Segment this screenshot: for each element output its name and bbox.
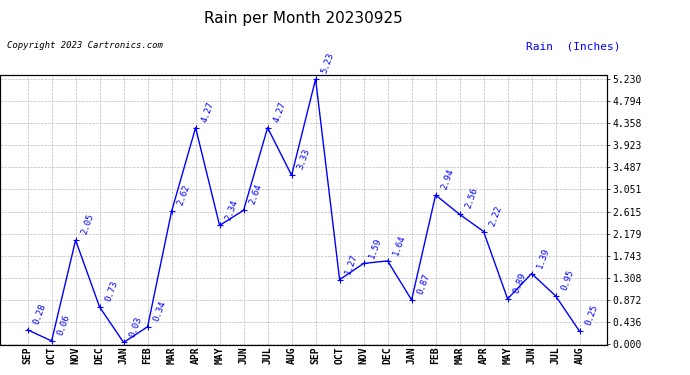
Text: 0.06: 0.06 <box>56 314 72 337</box>
Text: 1.27: 1.27 <box>344 252 359 276</box>
Text: 1.39: 1.39 <box>535 246 551 269</box>
Text: 3.33: 3.33 <box>296 148 312 171</box>
Text: 2.62: 2.62 <box>176 184 192 207</box>
Text: 5.23: 5.23 <box>319 52 335 75</box>
Text: 0.28: 0.28 <box>32 302 48 326</box>
Text: 4.27: 4.27 <box>272 100 288 123</box>
Text: 0.73: 0.73 <box>104 279 119 303</box>
Text: 2.22: 2.22 <box>488 204 504 227</box>
Text: 2.05: 2.05 <box>80 213 96 236</box>
Text: 2.94: 2.94 <box>440 168 455 191</box>
Text: 0.95: 0.95 <box>560 268 575 292</box>
Text: 1.59: 1.59 <box>368 236 384 259</box>
Text: 0.25: 0.25 <box>584 304 600 327</box>
Text: 0.34: 0.34 <box>152 299 168 322</box>
Text: 0.89: 0.89 <box>512 272 528 295</box>
Text: 0.03: 0.03 <box>128 315 144 338</box>
Text: Rain  (Inches): Rain (Inches) <box>526 41 621 51</box>
Text: Rain per Month 20230925: Rain per Month 20230925 <box>204 11 403 26</box>
Text: 0.87: 0.87 <box>416 273 431 296</box>
Text: 2.34: 2.34 <box>224 198 239 221</box>
Text: Copyright 2023 Cartronics.com: Copyright 2023 Cartronics.com <box>7 41 163 50</box>
Text: 2.56: 2.56 <box>464 187 480 210</box>
Text: 4.27: 4.27 <box>200 100 215 123</box>
Text: 1.64: 1.64 <box>392 234 408 257</box>
Text: 2.64: 2.64 <box>248 183 264 206</box>
